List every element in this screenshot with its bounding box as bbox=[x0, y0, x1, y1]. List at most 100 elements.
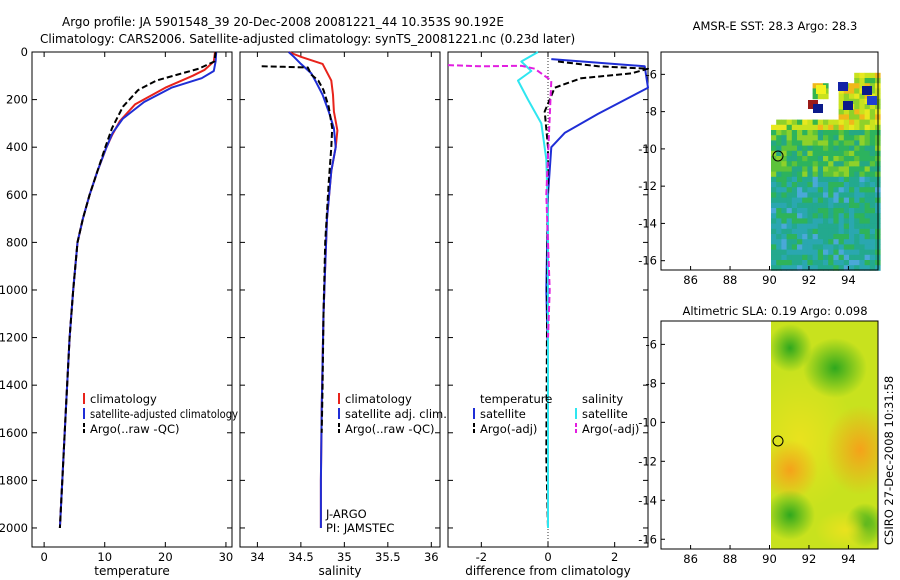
sst-cell bbox=[869, 72, 876, 79]
sst-cell bbox=[786, 249, 793, 256]
sst-cell bbox=[812, 150, 819, 157]
sst-cell bbox=[849, 140, 855, 146]
sst-cell bbox=[781, 145, 787, 152]
sst-cell bbox=[817, 228, 824, 235]
sst-cell bbox=[864, 208, 871, 214]
sst-map-title: AMSR-E SST: 28.3 Argo: 28.3 bbox=[693, 19, 858, 33]
sst-cell bbox=[823, 218, 829, 224]
sst-cell bbox=[771, 171, 777, 178]
sst-cell bbox=[859, 72, 865, 79]
sst-cell bbox=[849, 145, 855, 152]
xtick-label: 34.5 bbox=[288, 550, 314, 564]
sst-cell bbox=[786, 135, 793, 141]
sst-cell bbox=[859, 265, 865, 271]
sst-cell bbox=[843, 109, 850, 115]
map-xtick-label: 92 bbox=[802, 552, 817, 566]
sst-cell bbox=[791, 239, 798, 245]
sst-cell bbox=[771, 208, 777, 214]
sst-cell bbox=[862, 86, 872, 95]
sst-cell bbox=[823, 208, 829, 214]
sst-cell bbox=[843, 265, 850, 271]
sst-cell bbox=[864, 104, 871, 110]
sst-cell bbox=[771, 182, 777, 188]
sst-cell bbox=[849, 197, 855, 204]
sst-cell bbox=[791, 223, 798, 230]
sst-cell bbox=[869, 88, 876, 94]
sst-cell bbox=[807, 119, 813, 126]
sst-cell bbox=[833, 234, 839, 240]
sst-cell bbox=[817, 213, 824, 219]
sst-cell bbox=[854, 150, 860, 157]
sst-cell bbox=[823, 213, 829, 219]
sst-cell bbox=[823, 130, 829, 136]
sst-cell bbox=[797, 161, 803, 167]
sst-cell bbox=[791, 130, 798, 136]
sst-cell bbox=[869, 239, 876, 245]
sst-cell bbox=[781, 254, 787, 261]
sst-cell bbox=[781, 150, 787, 157]
sst-cell bbox=[776, 208, 782, 214]
sst-cell bbox=[823, 156, 829, 162]
sst-cell bbox=[849, 249, 855, 256]
map-ytick-label: -8 bbox=[646, 376, 657, 390]
sst-cell bbox=[807, 265, 813, 271]
sst-cell bbox=[823, 124, 829, 131]
sst-cell bbox=[817, 249, 824, 256]
sst-cell bbox=[864, 109, 871, 115]
sst-cell bbox=[854, 72, 860, 79]
sst-cell bbox=[854, 239, 860, 245]
sst-cell bbox=[843, 135, 850, 141]
sst-cell bbox=[791, 192, 798, 198]
sst-cell bbox=[869, 166, 876, 172]
sst-cell bbox=[812, 171, 819, 178]
sst-cell bbox=[802, 218, 808, 224]
sst-cell bbox=[812, 156, 819, 162]
sst-cell bbox=[854, 98, 860, 105]
sst-cell bbox=[843, 176, 850, 183]
sst-cell bbox=[849, 234, 855, 240]
temperature-ticks: 0 10 20 30 0 200 400 600 800 1000 1200 1400 1600 1800… bbox=[0, 45, 233, 564]
sst-cell bbox=[802, 228, 808, 235]
sst-cell bbox=[812, 135, 819, 141]
sst-cell bbox=[843, 114, 850, 120]
xtick-label: 30 bbox=[219, 550, 234, 564]
sst-cell bbox=[833, 213, 839, 219]
sst-cell bbox=[828, 156, 834, 162]
xtick-label: 20 bbox=[158, 550, 173, 564]
sst-cell bbox=[776, 218, 782, 224]
sst-cell bbox=[776, 124, 782, 131]
sst-cell bbox=[828, 265, 834, 271]
sst-cell bbox=[802, 244, 808, 250]
sst-cell bbox=[791, 150, 798, 157]
sst-cell bbox=[843, 254, 850, 261]
sst-cell bbox=[807, 140, 813, 146]
sst-cell bbox=[776, 150, 782, 157]
sst-cell bbox=[838, 218, 845, 224]
sst-cell bbox=[791, 228, 798, 235]
sst-cell bbox=[869, 228, 876, 235]
sst-cell bbox=[817, 234, 824, 240]
sst-cell bbox=[802, 192, 808, 198]
sst-cell bbox=[867, 96, 877, 105]
sst-cell bbox=[807, 244, 813, 250]
sst-cell bbox=[859, 208, 865, 214]
sst-cell bbox=[869, 83, 876, 89]
sst-cell bbox=[838, 93, 845, 100]
salinity-xlabel: salinity bbox=[318, 564, 361, 578]
difference-legend: temperature satellite Argo(-adj) salinit… bbox=[473, 392, 639, 436]
sst-cell bbox=[781, 249, 787, 256]
sst-cell bbox=[786, 202, 793, 209]
sst-cell bbox=[797, 223, 803, 230]
sst-cell bbox=[807, 213, 813, 219]
sst-cell bbox=[807, 156, 813, 162]
sst-cell bbox=[854, 234, 860, 240]
sst-cell bbox=[869, 109, 876, 115]
sst-cell bbox=[807, 161, 813, 167]
sst-cell bbox=[859, 93, 865, 100]
sst-cell bbox=[864, 187, 871, 193]
sst-cell bbox=[869, 130, 876, 136]
sst-cell bbox=[864, 114, 871, 120]
sst-heatmap-cells bbox=[771, 72, 881, 271]
sst-cell bbox=[802, 130, 808, 136]
sst-cell bbox=[823, 223, 829, 230]
